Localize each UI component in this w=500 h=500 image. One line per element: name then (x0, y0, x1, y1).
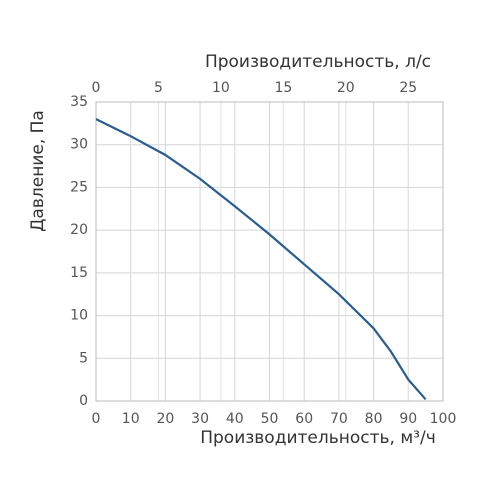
x-axis-label: Производительность, м³/ч (200, 428, 436, 448)
x-tick-label: 30 (191, 411, 209, 427)
top-tick-label: 0 (92, 80, 101, 96)
x-tick-label: 50 (261, 411, 279, 427)
y-tick-label: 20 (70, 222, 88, 238)
y-axis-label: Давление, Па (28, 110, 48, 232)
x-tick-label: 20 (156, 411, 174, 427)
x-tick-label: 10 (122, 411, 140, 427)
x-tick-label: 90 (399, 411, 417, 427)
y-tick-label: 0 (79, 393, 88, 409)
curve (95, 118, 427, 401)
y-tick-label: 35 (70, 94, 88, 110)
y-tick-label: 30 (70, 137, 88, 153)
top-tick-label: 5 (154, 80, 163, 96)
y-tick-label: 25 (70, 179, 88, 195)
y-tick-label: 10 (70, 308, 88, 324)
x-tick-label: 40 (226, 411, 244, 427)
plot-frame (95, 101, 444, 402)
top-tick-label: 25 (399, 80, 417, 96)
x-tick-label: 100 (430, 411, 457, 427)
top-axis-label: Производительность, л/с (205, 52, 431, 72)
top-tick-label: 10 (212, 80, 230, 96)
y-tick-label: 5 (79, 350, 88, 366)
y-tick-label: 15 (70, 265, 88, 281)
top-tick-label: 15 (274, 80, 292, 96)
x-tick-label: 70 (330, 411, 348, 427)
x-tick-label: 0 (92, 411, 101, 427)
x-tick-label: 80 (365, 411, 383, 427)
top-tick-label: 20 (337, 80, 355, 96)
x-tick-label: 60 (295, 411, 313, 427)
